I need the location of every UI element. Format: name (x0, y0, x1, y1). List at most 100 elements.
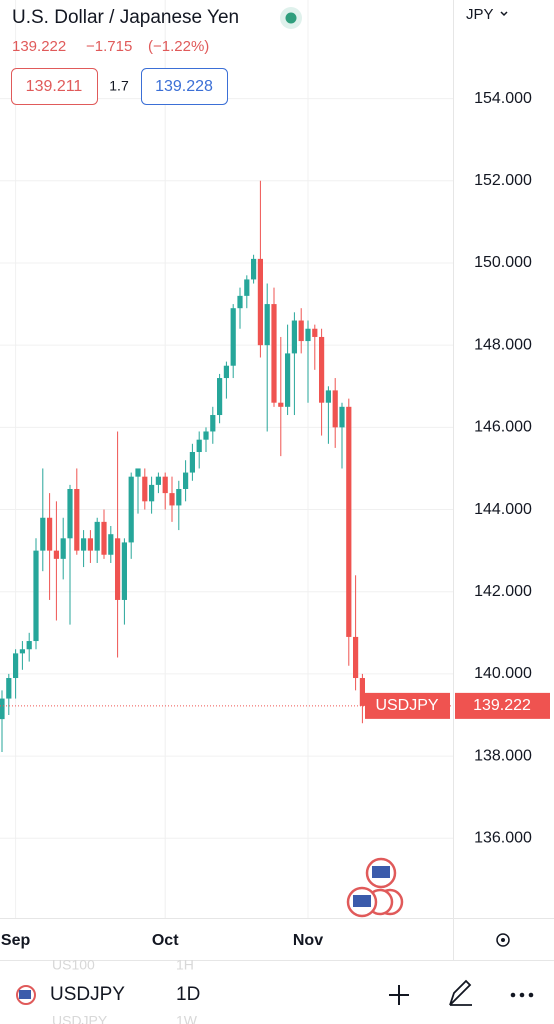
candle-body (135, 468, 141, 477)
candle-body (169, 493, 175, 506)
candle-body (149, 484, 155, 502)
candle-body (257, 258, 263, 346)
candle-body (67, 488, 73, 539)
candle-body (74, 488, 80, 551)
candle-body (121, 542, 127, 600)
add-icon[interactable] (389, 985, 409, 1005)
sell-button[interactable] (11, 68, 98, 105)
buy-price[interactable]: 139.228 (155, 78, 213, 95)
candle-body (217, 378, 223, 416)
candle-body (223, 365, 229, 379)
draw-icon[interactable] (449, 979, 472, 1006)
candle-body (244, 279, 250, 296)
candle-body (210, 415, 216, 432)
candle-body (230, 308, 236, 366)
change: −1.715 (86, 38, 132, 55)
bottom-symbol[interactable]: USDJPY (50, 984, 125, 1005)
gear-center[interactable] (501, 938, 505, 942)
candle-body (176, 488, 182, 506)
bottom-interval[interactable]: 1D (176, 984, 200, 1005)
candle-body (13, 653, 19, 679)
candle-body (278, 402, 284, 407)
sell-price[interactable]: 139.211 (26, 78, 83, 95)
change-percent: (−1.22%) (148, 38, 209, 55)
candle-body (359, 678, 365, 706)
market-open-dot (285, 12, 297, 24)
y-tick-label: 146.000 (474, 419, 532, 436)
candle-body (60, 538, 66, 559)
candle-body (40, 517, 46, 551)
candle-body (196, 439, 202, 453)
y-tick-label: 152.000 (474, 172, 532, 189)
y-tick-label: 150.000 (474, 254, 532, 271)
candle-body (33, 550, 39, 642)
candle-body (312, 328, 318, 337)
symbol-title: U.S. Dollar / Japanese Yen (12, 7, 239, 28)
candle-body (339, 406, 345, 428)
candle-body (251, 258, 257, 280)
candle-body (142, 476, 148, 502)
candle-body (101, 521, 107, 555)
x-tick-label: Sep (1, 932, 31, 949)
gear[interactable] (496, 933, 510, 947)
settings-icon[interactable] (496, 933, 510, 947)
candle-body (19, 649, 25, 654)
ghost-interval: 1W (176, 1013, 198, 1024)
y-tick-label: 144.000 (474, 501, 532, 518)
spread: 1.7 (109, 78, 129, 94)
y-tick-label: 138.000 (474, 747, 532, 764)
candle-body (285, 353, 291, 407)
candle-body (94, 521, 100, 551)
y-tick-label: 140.000 (474, 665, 532, 682)
ghost-interval: 1H (176, 957, 194, 973)
candle-body (305, 328, 311, 342)
dot[interactable] (519, 992, 525, 998)
candle-body (291, 320, 297, 354)
last-price: 139.222 (12, 38, 66, 55)
price-tag (455, 692, 550, 719)
candle-body (108, 534, 114, 555)
x-tick-label: Oct (152, 932, 179, 949)
candle-body (26, 641, 32, 650)
candle-body (264, 304, 270, 346)
candle-body (53, 550, 59, 559)
symbol-tag-label: USDJPY (375, 697, 438, 714)
candle-body (115, 538, 121, 600)
candle-body (353, 636, 359, 679)
candle-body (332, 390, 338, 428)
candle-body (81, 538, 87, 551)
buy-button[interactable] (141, 68, 228, 105)
flag (353, 895, 371, 907)
symbol-tag (365, 692, 450, 719)
events-icon (346, 857, 404, 918)
dot[interactable] (528, 992, 534, 998)
dot[interactable] (510, 992, 516, 998)
y-tick-label: 148.000 (474, 336, 532, 353)
candle-body (128, 476, 134, 543)
candle-body (271, 304, 277, 403)
x-tick-label: Nov (293, 932, 323, 949)
candle-body (162, 476, 168, 494)
candle-body (325, 390, 331, 403)
candle-body (298, 320, 304, 342)
candle-body (203, 431, 209, 440)
more-icon[interactable] (510, 992, 534, 998)
candle-body (346, 406, 352, 637)
y-tick-label: 136.000 (474, 829, 532, 846)
candle-body (237, 295, 243, 309)
flag (372, 866, 390, 878)
candle-body (155, 476, 161, 485)
candle-body (183, 472, 189, 489)
candle-body (6, 678, 12, 699)
candle-body (47, 517, 53, 551)
candle-body (189, 452, 195, 473)
flag (19, 990, 31, 999)
dropdown-icon[interactable] (500, 11, 508, 17)
ghost-symbol: US100 (52, 957, 95, 973)
candle-body (0, 698, 5, 720)
currency-selector[interactable]: JPY (466, 6, 494, 23)
ghost-symbol: USDJPY (52, 1013, 108, 1024)
candle-body (87, 538, 93, 551)
